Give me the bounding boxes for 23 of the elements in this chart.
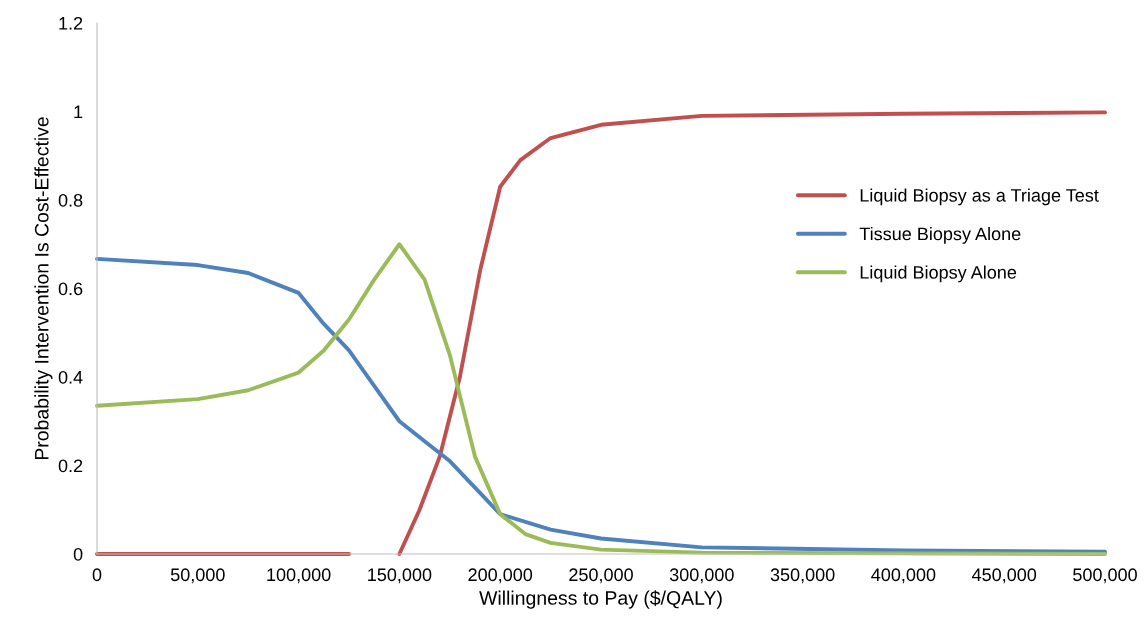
y-tick-label: 1.2 xyxy=(59,16,83,30)
x-tick-label: 200,000 xyxy=(468,568,533,584)
x-axis-title: Willingness to Pay ($/QALY) xyxy=(479,590,722,609)
x-tick-label: 50,000 xyxy=(170,568,225,584)
y-tick-label: 0 xyxy=(73,547,83,561)
y-tick-label: 1 xyxy=(74,105,83,119)
legend-label: Liquid Biopsy Alone xyxy=(860,265,1017,283)
y-tick-label: 0.8 xyxy=(58,193,83,207)
y-tick-label: 0.4 xyxy=(58,370,83,384)
x-tick-label: 0 xyxy=(92,568,102,582)
y-tick-label: 0.6 xyxy=(58,282,83,296)
legend-label: Tissue Biopsy Alone xyxy=(859,226,1021,244)
legend-label: Liquid Biopsy as a Triage Test xyxy=(860,188,1099,206)
x-tick-label: 250,000 xyxy=(569,568,633,584)
x-tick-label: 350,000 xyxy=(770,568,835,584)
x-tick-label: 450,000 xyxy=(971,568,1037,584)
x-tick-label: 150,000 xyxy=(368,568,432,584)
y-tick-label: 0.2 xyxy=(58,459,83,473)
x-tick-label: 400,000 xyxy=(871,568,936,584)
x-tick-label: 500,000 xyxy=(1073,568,1137,584)
x-tick-label: 300,000 xyxy=(669,568,734,584)
y-axis-title: Probability Intervention Is Cost-Effective xyxy=(34,117,53,460)
x-tick-label: 100,000 xyxy=(267,568,331,584)
